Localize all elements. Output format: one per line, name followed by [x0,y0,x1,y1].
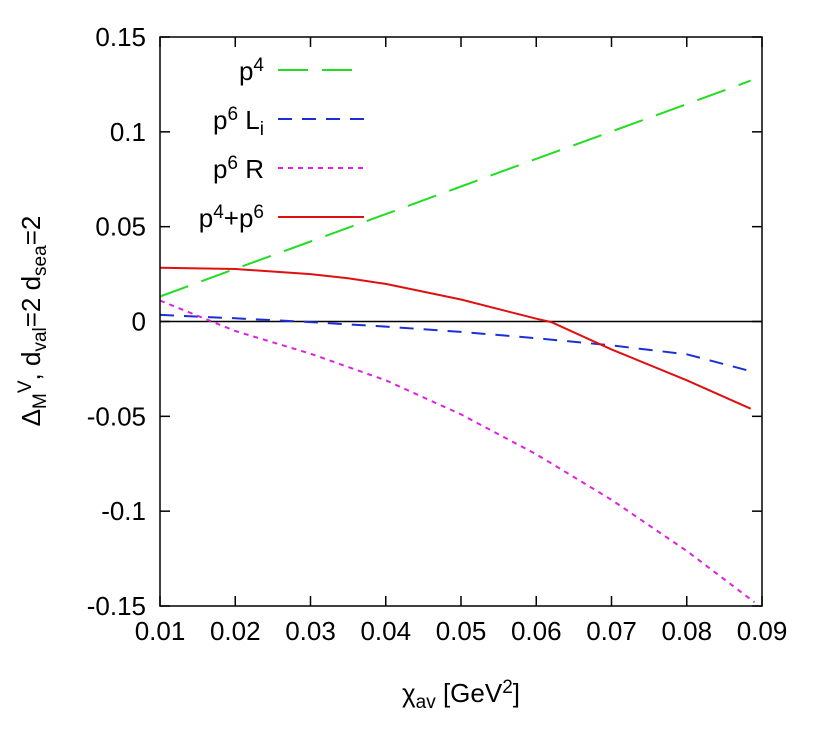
y-tick-label: 0.15 [95,22,146,52]
x-tick-label: 0.06 [511,616,562,646]
y-tick-label: 0 [132,307,146,337]
x-tick-label: 0.04 [360,616,411,646]
legend-label-3: p4+p6 [199,202,264,233]
series-line-2 [160,299,756,603]
x-axis-label: χav [GeV2] [402,677,520,712]
series-line-3 [160,266,752,410]
x-tick-label: 0.09 [737,616,788,646]
legend-label-1: p6 Li [213,104,264,139]
x-tick-label: 0.07 [586,616,637,646]
y-tick-label: -0.15 [87,591,146,621]
y-tick-label: -0.1 [101,496,146,526]
y-axis-label: ΔMV, dval=2 dsea=2 [15,216,50,427]
x-tick-label: 0.08 [661,616,712,646]
x-tick-label: 0.05 [436,616,487,646]
legend: p4 p6 Li p6 R p4+p6 [199,55,364,233]
y-tick-label: 0.1 [110,117,146,147]
y-tick-label: -0.05 [87,401,146,431]
x-tick-label: 0.03 [285,616,336,646]
series-line-1 [160,313,751,373]
x-tick-label: 0.02 [210,616,261,646]
series-line-0 [160,79,752,298]
y-tick-label: 0.05 [95,212,146,242]
legend-label-0: p4 [239,55,264,86]
legend-label-2: p6 R [213,153,264,184]
x-tick-label: 0.01 [135,616,186,646]
